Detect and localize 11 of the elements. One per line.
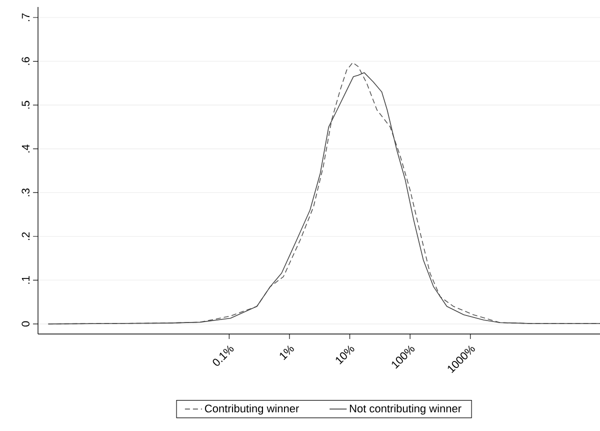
legend-label: Not contributing winner <box>350 404 462 415</box>
y-tick-label: .6 <box>22 57 30 65</box>
y-tick-label: .2 <box>22 232 30 240</box>
y-tick-label: .5 <box>22 100 30 109</box>
y-tick-label: .3 <box>22 188 30 196</box>
legend-label: Contributing winner <box>204 404 299 415</box>
y-tick-label: 0 <box>22 321 30 327</box>
y-tick-label: .1 <box>22 276 30 284</box>
y-tick-label: .7 <box>22 13 30 22</box>
x-tick-label: 1% <box>280 345 294 360</box>
y-tick-label: .4 <box>22 144 30 152</box>
